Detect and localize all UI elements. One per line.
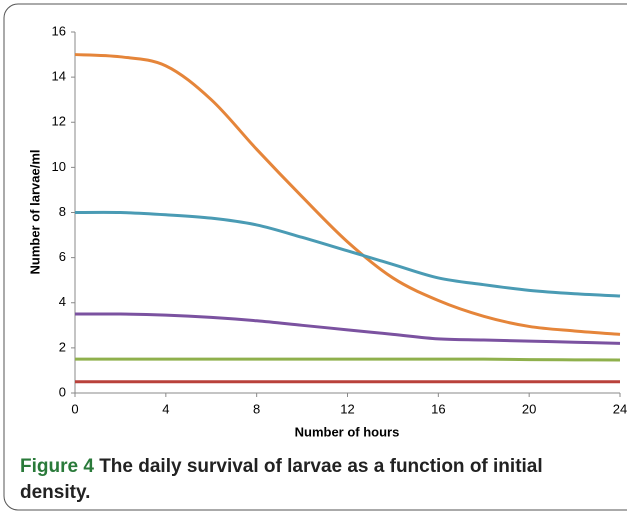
x-tick-label: 0 <box>71 401 78 416</box>
x-axis-label: Number of hours <box>295 424 400 439</box>
x-tick-label: 20 <box>522 401 536 416</box>
y-tick-label: 8 <box>59 204 66 219</box>
figure-frame <box>3 3 627 511</box>
x-tick-label: 12 <box>340 401 354 416</box>
caption-box: Figure 4 The daily survival of larvae as… <box>20 454 610 506</box>
y-tick-label: 0 <box>59 384 66 399</box>
series-line <box>75 357 621 362</box>
x-tick-label: 16 <box>431 401 445 416</box>
series-line <box>74 210 621 298</box>
y-tick-label: 4 <box>59 294 66 309</box>
caption-text: The daily survival of larvae as a functi… <box>20 456 543 503</box>
caption: Figure 4 The daily survival of larvae as… <box>20 454 610 506</box>
caption-label: Figure 4 <box>20 456 94 477</box>
y-tick-label: 12 <box>52 114 66 129</box>
y-tick-label: 16 <box>52 23 66 38</box>
x-tick-label: 4 <box>162 401 169 416</box>
y-tick-label: 6 <box>59 249 66 264</box>
x-tick-label: 8 <box>253 401 260 416</box>
y-tick-label: 10 <box>52 159 66 174</box>
series-line <box>74 312 621 345</box>
y-axis-label: Number of larvae/ml <box>27 150 42 275</box>
series-line <box>74 53 621 336</box>
y-tick-label: 14 <box>52 69 66 84</box>
x-tick-label: 24 <box>613 401 627 416</box>
y-tick-label: 2 <box>59 339 66 354</box>
